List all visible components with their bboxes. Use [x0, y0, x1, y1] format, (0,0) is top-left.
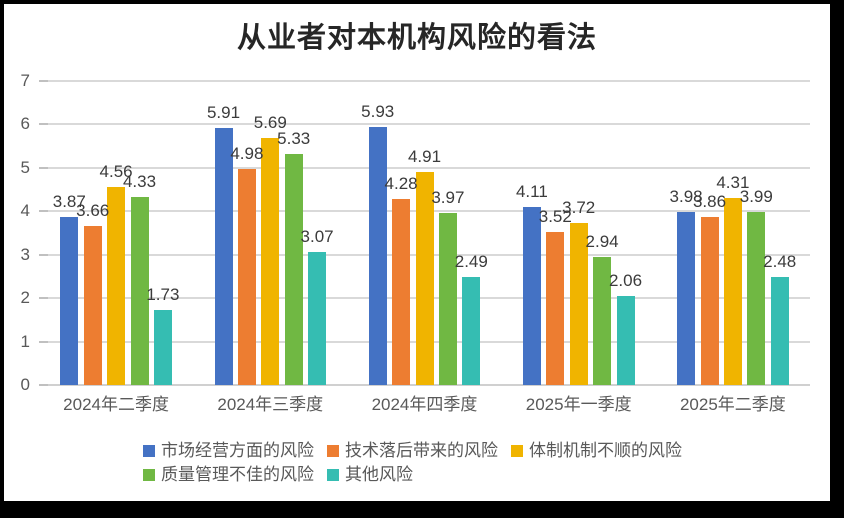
bar-value-label: 4.91	[407, 146, 442, 166]
bar	[593, 257, 612, 385]
legend-label: 其他风险	[345, 465, 413, 484]
y-axis-tick	[39, 340, 48, 343]
bar	[747, 211, 766, 385]
y-axis-tick	[39, 80, 48, 82]
bar-value-label: 4.31	[716, 172, 750, 192]
y-axis-tick	[39, 384, 48, 386]
bar-chart: 从业者对本机构风险的看法 0 1 2 3 4 5 6 7 3.87 3.66 4.56 4.33 1.7…	[4, 4, 830, 501]
legend-label: 市场经营方面的风险	[161, 441, 314, 460]
bar	[214, 128, 233, 385]
x-axis-category-label: 2025年二季度	[679, 395, 786, 414]
bar-value-label: 5.93	[361, 102, 395, 122]
bar-value-label: 3.72	[562, 198, 596, 218]
bar	[308, 251, 327, 385]
legend-item: 市场经营方面的风险	[143, 442, 314, 460]
x-axis-category-label: 2024年三季度	[217, 395, 324, 414]
x-axis-category-label: 2024年二季度	[63, 395, 169, 414]
bar	[546, 232, 565, 385]
y-axis-tick	[39, 210, 48, 213]
gridline	[39, 80, 810, 82]
bar-value-label: 1.73	[146, 284, 180, 304]
bar-value-label: 3.87	[52, 191, 86, 211]
legend: 市场经营方面的风险 技术落后带来的风险 体制机制不顺的风险质量管理不佳的风险 其他风险	[143, 442, 743, 484]
legend-swatch-icon	[143, 469, 155, 481]
legend-item: 技术落后带来的风险	[327, 442, 498, 460]
bar-value-label: 4.98	[230, 143, 264, 163]
y-axis-tick-label: 0	[20, 375, 30, 394]
y-axis-tick-label: 5	[20, 157, 30, 177]
y-axis-tick-label: 7	[20, 71, 30, 90]
legend-label: 体制机制不顺的风险	[529, 441, 682, 460]
bar	[237, 168, 256, 385]
bar	[770, 277, 789, 385]
bar	[261, 137, 280, 385]
bar-value-label: 4.56	[99, 161, 133, 181]
y-axis-tick-label: 4	[20, 201, 30, 221]
bar	[569, 223, 588, 385]
bar	[107, 186, 126, 385]
legend-swatch-icon	[143, 445, 155, 457]
bar-value-label: 3.98	[669, 187, 703, 207]
bar-value-label: 3.99	[739, 186, 773, 206]
legend-swatch-icon	[327, 445, 339, 457]
y-axis-tick	[39, 297, 48, 300]
legend-swatch-icon	[327, 469, 339, 481]
y-axis-tick	[39, 166, 48, 169]
bar-value-label: 5.69	[253, 112, 287, 132]
bar	[83, 226, 102, 385]
bar-value-label: 4.11	[515, 181, 548, 201]
bar	[677, 212, 696, 385]
bar	[392, 199, 411, 385]
bar-value-label: 3.66	[76, 201, 110, 221]
bar-value-label: 4.33	[122, 171, 157, 191]
legend-label: 技术落后带来的风险	[345, 441, 498, 460]
bar	[522, 206, 541, 385]
bar-value-label: 2.49	[454, 251, 488, 271]
bar-value-label: 3.52	[538, 207, 572, 227]
gridline	[39, 166, 810, 169]
bar-value-label: 3.86	[692, 192, 727, 212]
y-axis-tick-label: 1	[20, 331, 30, 351]
bar-value-label: 5.91	[206, 103, 241, 123]
bar	[153, 309, 172, 385]
bar	[130, 196, 149, 385]
bar-value-label: 2.94	[585, 232, 619, 252]
y-axis-tick-label: 2	[20, 288, 30, 308]
y-axis-tick	[39, 253, 48, 256]
gridline	[39, 384, 810, 386]
y-axis-tick-label: 3	[20, 244, 30, 264]
legend-item: 质量管理不佳的风险	[143, 466, 314, 484]
bar	[415, 171, 434, 385]
bar-value-label: 2.06	[608, 270, 643, 290]
legend-label: 质量管理不佳的风险	[161, 465, 314, 484]
legend-item: 体制机制不顺的风险	[511, 442, 682, 460]
bar	[60, 216, 79, 385]
bar	[700, 217, 719, 385]
bar-value-label: 3.07	[300, 226, 334, 246]
gridline	[39, 123, 810, 126]
y-axis-tick-label: 6	[20, 114, 30, 134]
x-axis-category-label: 2025年一季度	[525, 395, 632, 414]
bar	[616, 295, 635, 385]
bar	[368, 127, 387, 385]
bar	[723, 197, 742, 385]
bar-value-label: 2.48	[763, 252, 797, 272]
bar	[462, 276, 481, 385]
bar	[284, 153, 303, 385]
bar	[438, 212, 457, 385]
bar-value-label: 4.28	[384, 174, 418, 194]
bar-value-label: 5.33	[277, 128, 311, 148]
legend-swatch-icon	[511, 445, 523, 457]
y-axis-tick	[39, 123, 48, 126]
bar-value-label: 3.97	[431, 187, 465, 207]
chart-title: 从业者对本机构风险的看法	[236, 20, 597, 54]
legend-item: 其他风险	[327, 466, 413, 484]
x-axis-category-label: 2024年四季度	[371, 395, 478, 414]
